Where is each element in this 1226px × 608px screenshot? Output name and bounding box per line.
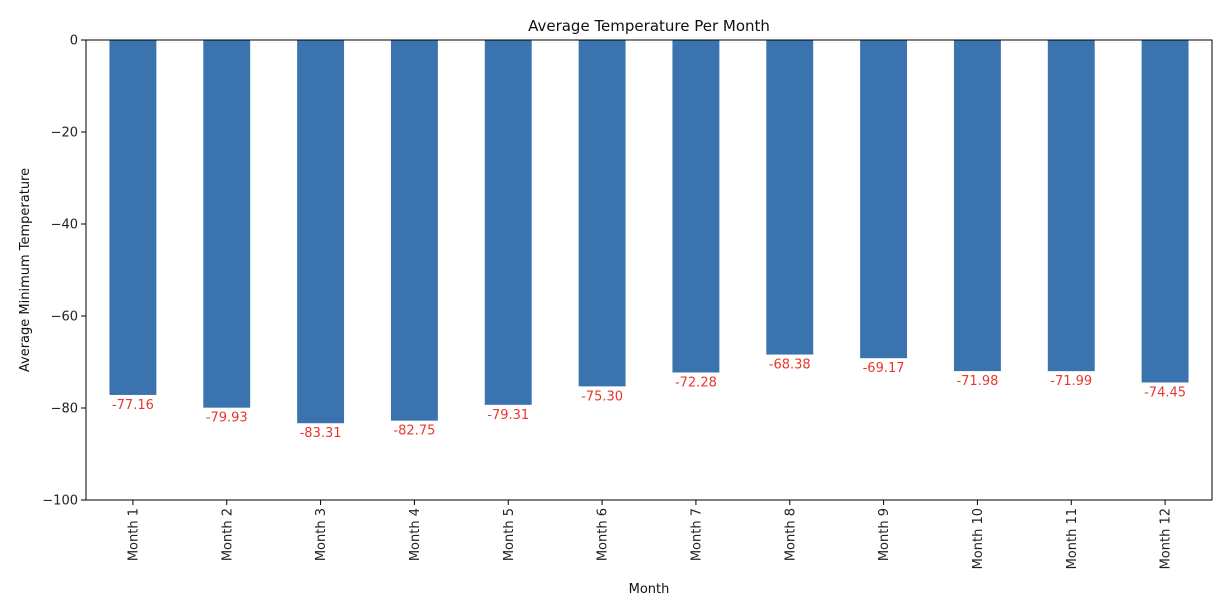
data-label-6: -75.30 <box>581 389 623 404</box>
data-label-9: -69.17 <box>863 361 905 376</box>
x-tick-label: Month 6 <box>596 508 611 561</box>
y-axis: 0 −20 −40 −60 −80 −100 <box>42 34 86 509</box>
data-label-1: -77.16 <box>112 398 154 413</box>
x-axis-title: Month <box>629 582 670 597</box>
bar-5 <box>484 40 532 405</box>
y-tick-label: −80 <box>51 402 78 417</box>
data-label-4: -82.75 <box>393 424 435 439</box>
data-label-11: -71.99 <box>1050 374 1092 389</box>
x-tick-label: Month 1 <box>126 508 141 561</box>
x-tick-label: Month 2 <box>220 508 235 561</box>
x-tick-label: Month 9 <box>877 508 892 561</box>
x-tick-label: Month 7 <box>689 508 704 561</box>
x-tick-label: Month 12 <box>1159 508 1174 569</box>
y-tick-label: −60 <box>51 310 78 325</box>
x-tick-label: Month 4 <box>408 508 423 561</box>
bar-8 <box>766 40 814 355</box>
y-axis-title: Average Minimum Temperature <box>18 168 33 372</box>
x-tick-label: Month 8 <box>783 508 798 561</box>
y-tick-label: −100 <box>42 494 78 509</box>
bar-11 <box>1047 40 1095 372</box>
data-labels-group: -77.16 -79.93 -83.31 -82.75 -79.31 -75.30 -72.… <box>112 358 1186 442</box>
bar-12 <box>1141 40 1189 383</box>
plot-frame <box>85 39 1213 501</box>
bars-group <box>109 40 1189 424</box>
x-tick-label: Month 5 <box>502 508 517 561</box>
data-label-8: -68.38 <box>769 358 811 373</box>
chart-title: Average Temperature Per Month <box>528 17 770 35</box>
bar-4 <box>390 40 438 421</box>
data-label-7: -72.28 <box>675 375 717 390</box>
y-tick-label: −40 <box>51 218 78 233</box>
data-label-10: -71.98 <box>956 374 998 389</box>
x-tick-label: Month 3 <box>314 508 329 561</box>
x-tick-label: Month 10 <box>971 508 986 569</box>
data-label-2: -79.93 <box>206 411 248 426</box>
bar-3 <box>297 40 345 424</box>
bar-10 <box>953 40 1001 372</box>
x-axis: Month 1 Month 2 Month 3 Month 4 Month 5 Month… <box>126 500 1174 569</box>
data-label-12: -74.45 <box>1144 385 1186 400</box>
bar-7 <box>672 40 720 373</box>
data-label-3: -83.31 <box>300 426 342 441</box>
bar-1 <box>109 40 157 395</box>
data-label-5: -79.31 <box>487 408 529 423</box>
y-tick-label: −20 <box>51 126 78 141</box>
bar-6 <box>578 40 626 387</box>
y-tick-label: 0 <box>70 34 78 49</box>
x-tick-label: Month 11 <box>1065 508 1080 569</box>
bar-2 <box>203 40 251 408</box>
bar-9 <box>860 40 908 359</box>
